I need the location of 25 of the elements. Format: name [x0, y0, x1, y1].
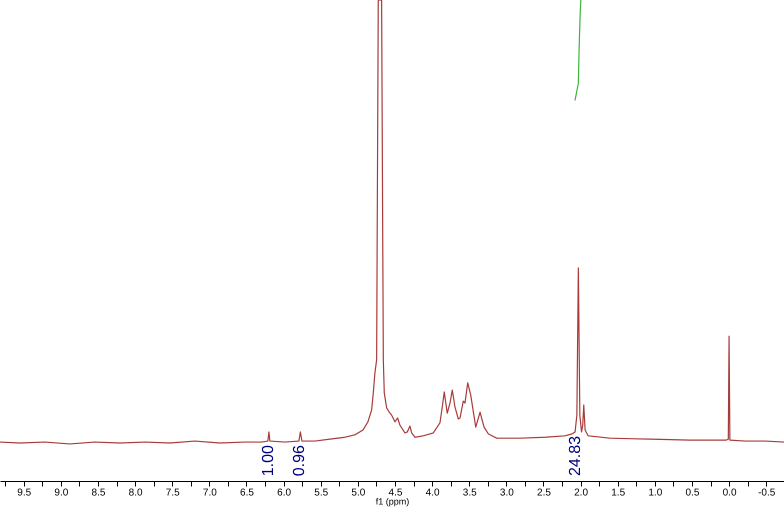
x-axis-title: f1 (ppm) [376, 496, 410, 506]
x-tick-label: 8.5 [92, 488, 106, 498]
x-tick-label: 7.5 [166, 488, 180, 498]
x-tick-label: 2.5 [537, 488, 552, 498]
x-tick-label: 0.5 [685, 488, 700, 498]
x-tick-label: 5.5 [314, 488, 329, 498]
x-tick-label: 7.0 [202, 488, 218, 498]
x-tick-label: 6.0 [277, 488, 292, 498]
x-tick-label: 3.0 [500, 488, 514, 498]
x-tick-label: 4.5 [388, 488, 403, 498]
x-tick-label: 1.0 [648, 488, 663, 498]
annotation: 0.96 [290, 444, 308, 476]
x-tick-label: 5.0 [351, 488, 366, 498]
x-tick-label: 9.5 [17, 488, 32, 498]
x-tick-label: 4.0 [426, 488, 440, 498]
x-tick-label: 3.5 [462, 488, 478, 498]
x-tick-label: -0.5 [758, 488, 776, 498]
annotation: 24.83 [567, 436, 584, 476]
annotation: 1.00 [260, 444, 277, 476]
x-tick-label: 2.0 [574, 488, 588, 498]
x-tick-label: 8.0 [128, 488, 144, 498]
x-tick-label: 1.5 [611, 488, 626, 498]
x-tick-label: 9.0 [54, 488, 69, 498]
x-tick-label: 0.0 [722, 488, 737, 498]
x-tick-label: 6.5 [240, 488, 254, 498]
